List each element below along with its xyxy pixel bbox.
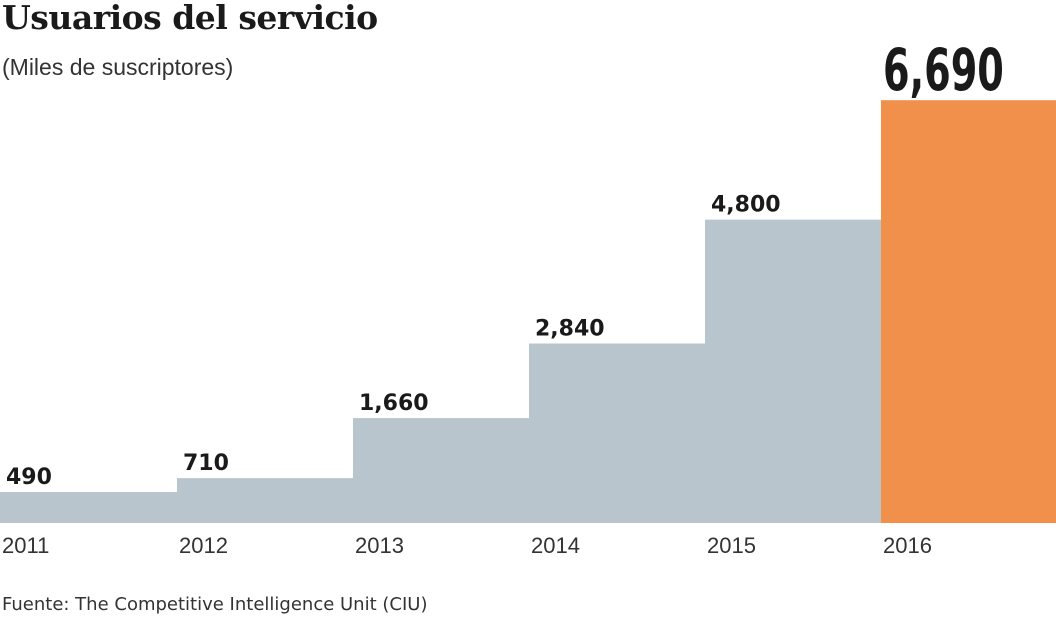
value-label-2014: 2,840 [535,317,605,342]
tick-label-2016: 2016 [883,533,932,558]
bar-2011 [0,492,177,523]
tick-label-2014: 2014 [531,533,580,558]
tick-label-2011: 2011 [2,533,49,558]
chart-source: Fuente: The Competitive Intelligence Uni… [2,594,428,615]
chart-subtitle: (Miles de suscriptores) [2,54,234,80]
bar-2012 [177,478,354,523]
value-label-2015: 4,800 [711,193,781,218]
bar-2014 [529,343,706,523]
value-label-2011: 490 [6,465,52,490]
value-label-2016: 6,690 [883,37,1004,104]
bar-2015 [705,219,882,523]
tick-label-2013: 2013 [355,533,404,558]
tick-label-2015: 2015 [707,533,756,558]
value-label-2012: 710 [183,451,229,476]
chart-title: Usuarios del servicio [2,0,378,37]
value-label-2013: 1,660 [359,391,429,416]
tick-label-2012: 2012 [179,533,228,558]
bar-2013 [353,418,530,523]
bar-2016 [881,100,1056,523]
